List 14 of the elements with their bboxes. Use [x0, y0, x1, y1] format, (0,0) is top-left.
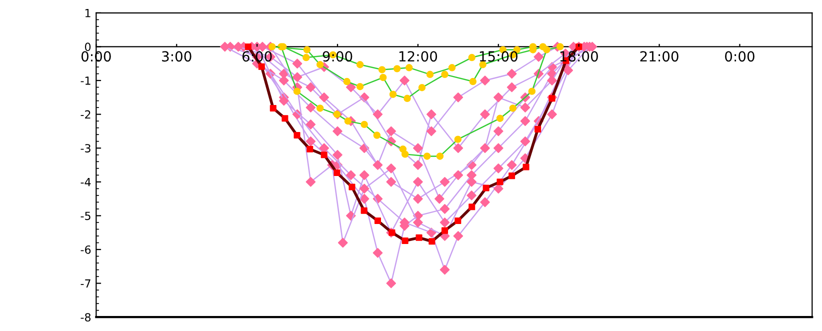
x-tick-label: 0:00	[725, 51, 754, 62]
x-tick-label: 3:00	[162, 51, 192, 62]
y-tick-label: -3	[80, 144, 90, 152]
y-tick-label: -2	[80, 110, 90, 119]
y-tick-label: -6	[80, 245, 91, 254]
y-tick-label: 0	[84, 42, 91, 52]
y-tick-label: -4	[80, 178, 91, 186]
y-tick-label: -8	[80, 313, 91, 322]
x-tick-label: 12:00	[399, 51, 438, 62]
y-tick-label: -5	[80, 212, 90, 220]
y-tick-label: -1	[80, 76, 90, 85]
y-tick-label: -7	[80, 279, 90, 288]
x-tick-label: 21:00	[640, 51, 678, 62]
y-tick-label: 1	[85, 9, 90, 18]
